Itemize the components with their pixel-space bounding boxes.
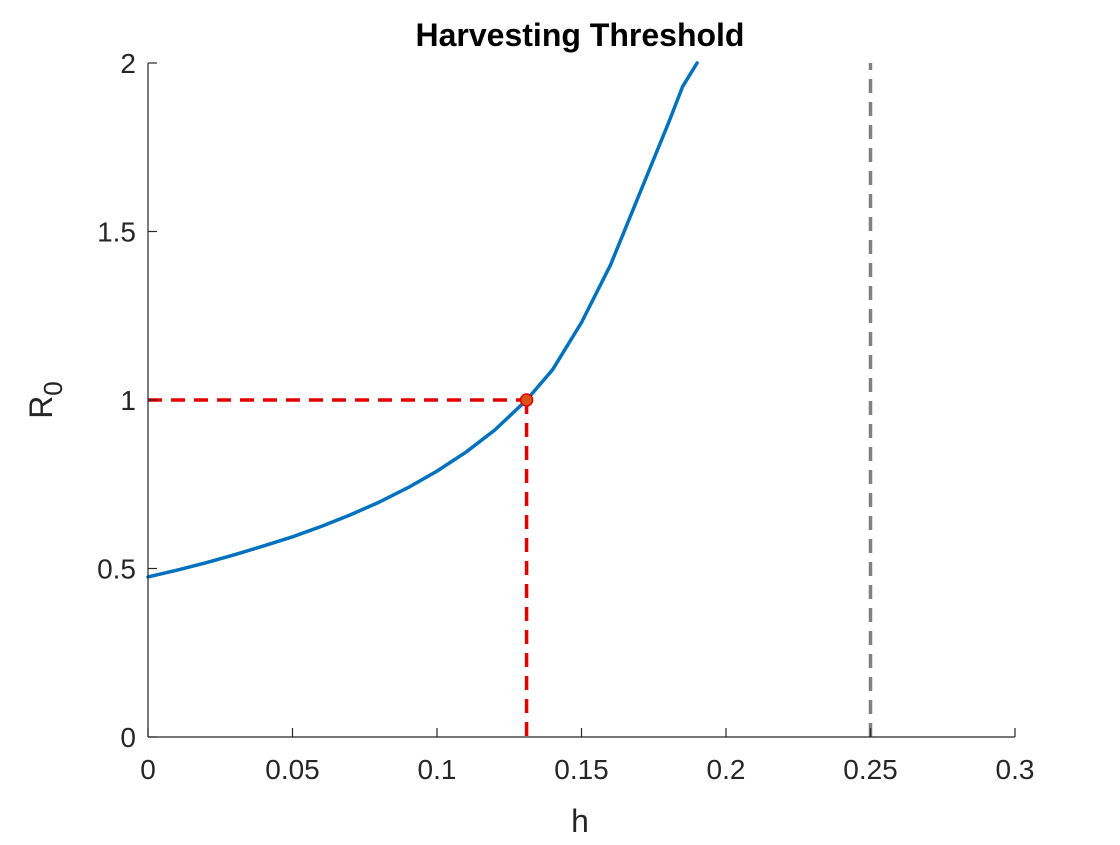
x-axis-label: h [571,803,589,839]
x-tick-label: 0.05 [265,754,320,785]
x-tick-label: 0.2 [707,754,746,785]
series-line-r0 [146,61,699,579]
y-tick-label: 2 [120,48,136,79]
y-axis-label-base: R [23,396,59,419]
x-tick-label: 0.15 [554,754,609,785]
x-tick-label: 0.3 [996,754,1035,785]
svg-text:R0: R0 [23,381,68,419]
y-axis-label: R0 [23,381,68,419]
x-tick-label: 0.1 [418,754,457,785]
threshold-point [519,393,534,407]
y-tick-label: 1 [120,385,136,416]
y-tick-label: 0 [120,722,136,753]
chart-title: Harvesting Threshold [416,17,745,53]
y-axis-label-subscript: 0 [38,381,68,395]
x-tick-label: 0 [140,754,156,785]
y-tick-label: 0.5 [97,554,136,585]
x-tick-label: 0.25 [843,754,898,785]
y-tick-label: 1.5 [97,217,136,248]
